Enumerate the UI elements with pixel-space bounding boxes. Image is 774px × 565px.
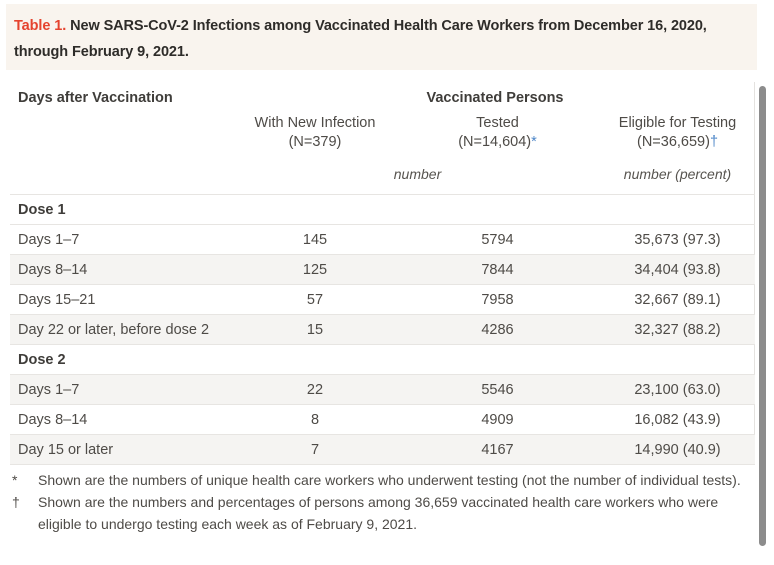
- table-title-text: New SARS-CoV-2 Infections among Vaccinat…: [14, 18, 707, 60]
- section-label: Dose 2: [18, 351, 66, 368]
- table-row: Days 8–14 8 4909 16,082 (43.9): [10, 405, 755, 435]
- table-header: Days after Vaccination Vaccinated Person…: [10, 82, 755, 195]
- table-number-label: Table 1.: [14, 18, 67, 34]
- with-new-infection-value: 125: [302, 261, 328, 278]
- with-new-infection-value: 7: [310, 441, 320, 458]
- unit-label-number: number: [393, 166, 442, 182]
- table-row: Day 15 or later 7 4167 14,990 (40.9): [10, 434, 755, 465]
- section-label: Dose 1: [18, 201, 66, 218]
- tested-value: 7844: [481, 261, 514, 278]
- vertical-scrollbar-thumb[interactable]: [759, 86, 766, 546]
- col-header-with-new-infection: With New Infection (N=379): [235, 108, 395, 158]
- table-body: Dose 1 Days 1–7 145 5794 35,673 (97.3) Days 8…: [10, 195, 755, 465]
- eligible-for-testing-value: 35,673 (97.3): [634, 231, 721, 248]
- table-title: Table 1. New SARS-CoV-2 Infections among …: [6, 4, 757, 70]
- tested-value: 5794: [481, 231, 514, 248]
- header-row-columns: With New Infection (N=379) Tested (N=14,…: [10, 108, 755, 158]
- col-n: (N=379): [288, 134, 342, 150]
- group-header-vaccinated-persons: Vaccinated Persons: [426, 90, 564, 106]
- footnote-symbol: *: [12, 472, 18, 488]
- section-header-row: Dose 2: [10, 345, 755, 375]
- row-label: Day 22 or later, before dose 2: [18, 321, 210, 338]
- footnote-dagger: † Shown are the numbers and percentages …: [10, 491, 750, 535]
- footnote-asterisk: * Shown are the numbers of unique health…: [10, 469, 750, 491]
- footnote-text: Shown are the numbers of unique health c…: [38, 472, 741, 488]
- eligible-for-testing-value: 32,327 (88.2): [634, 321, 721, 338]
- with-new-infection-value: 145: [302, 231, 328, 248]
- eligible-for-testing-value: 34,404 (93.8): [634, 261, 721, 278]
- table-row: Days 8–14 125 7844 34,404 (93.8): [10, 254, 755, 285]
- col-header-eligible-for-testing: Eligible for Testing (N=36,659)†: [600, 108, 755, 158]
- col-header-days-after-vaccination: Days after Vaccination: [18, 90, 173, 106]
- col-title: Tested: [476, 115, 519, 131]
- section-header-row: Dose 1: [10, 195, 755, 225]
- with-new-infection-value: 22: [306, 381, 324, 398]
- col-header-tested: Tested (N=14,604)*: [395, 108, 600, 158]
- table-row: Day 22 or later, before dose 2 15 4286 32,3…: [10, 314, 755, 345]
- col-title: Eligible for Testing: [618, 115, 737, 131]
- col-n: (N=36,659): [636, 134, 710, 150]
- dagger-marker: †: [709, 134, 719, 150]
- tested-value: 5546: [481, 381, 514, 398]
- table-row: Days 1–7 145 5794 35,673 (97.3): [10, 225, 755, 255]
- col-n: (N=14,604): [458, 134, 532, 150]
- tested-value: 4167: [481, 441, 514, 458]
- eligible-for-testing-value: 14,990 (40.9): [634, 441, 721, 458]
- row-label: Days 8–14: [18, 411, 88, 428]
- footnote-text: Shown are the numbers and percentages of…: [38, 494, 719, 532]
- col-title: With New Infection: [254, 115, 376, 131]
- tested-value: 4286: [481, 321, 514, 338]
- footnote-symbol: †: [12, 494, 20, 510]
- row-label: Days 8–14: [18, 261, 88, 278]
- header-row-main: Days after Vaccination Vaccinated Person…: [10, 82, 755, 108]
- row-label: Days 15–21: [18, 291, 96, 308]
- eligible-for-testing-value: 32,667 (89.1): [634, 291, 721, 308]
- data-table-container: Days after Vaccination Vaccinated Person…: [10, 82, 755, 465]
- eligible-for-testing-value: 23,100 (63.0): [634, 381, 721, 398]
- header-spacer: [10, 158, 235, 195]
- tested-value: 4909: [481, 411, 514, 428]
- with-new-infection-value: 8: [310, 411, 320, 428]
- tested-value: 7958: [481, 291, 514, 308]
- table-row: Days 1–7 22 5546 23,100 (63.0): [10, 374, 755, 405]
- with-new-infection-value: 15: [306, 321, 324, 338]
- data-table: Days after Vaccination Vaccinated Person…: [10, 82, 755, 465]
- unit-label-number-percent: number (percent): [623, 166, 732, 182]
- header-spacer: [10, 108, 235, 158]
- row-label: Days 1–7: [18, 231, 80, 248]
- header-row-units: number number (percent): [10, 158, 755, 195]
- eligible-for-testing-value: 16,082 (43.9): [634, 411, 721, 428]
- row-label: Day 15 or later: [18, 441, 114, 458]
- asterisk-marker: *: [531, 134, 537, 150]
- table-row: Days 15–21 57 7958 32,667 (89.1): [10, 285, 755, 315]
- row-label: Days 1–7: [18, 381, 80, 398]
- footnotes: * Shown are the numbers of unique health…: [10, 469, 750, 535]
- with-new-infection-value: 57: [306, 291, 324, 308]
